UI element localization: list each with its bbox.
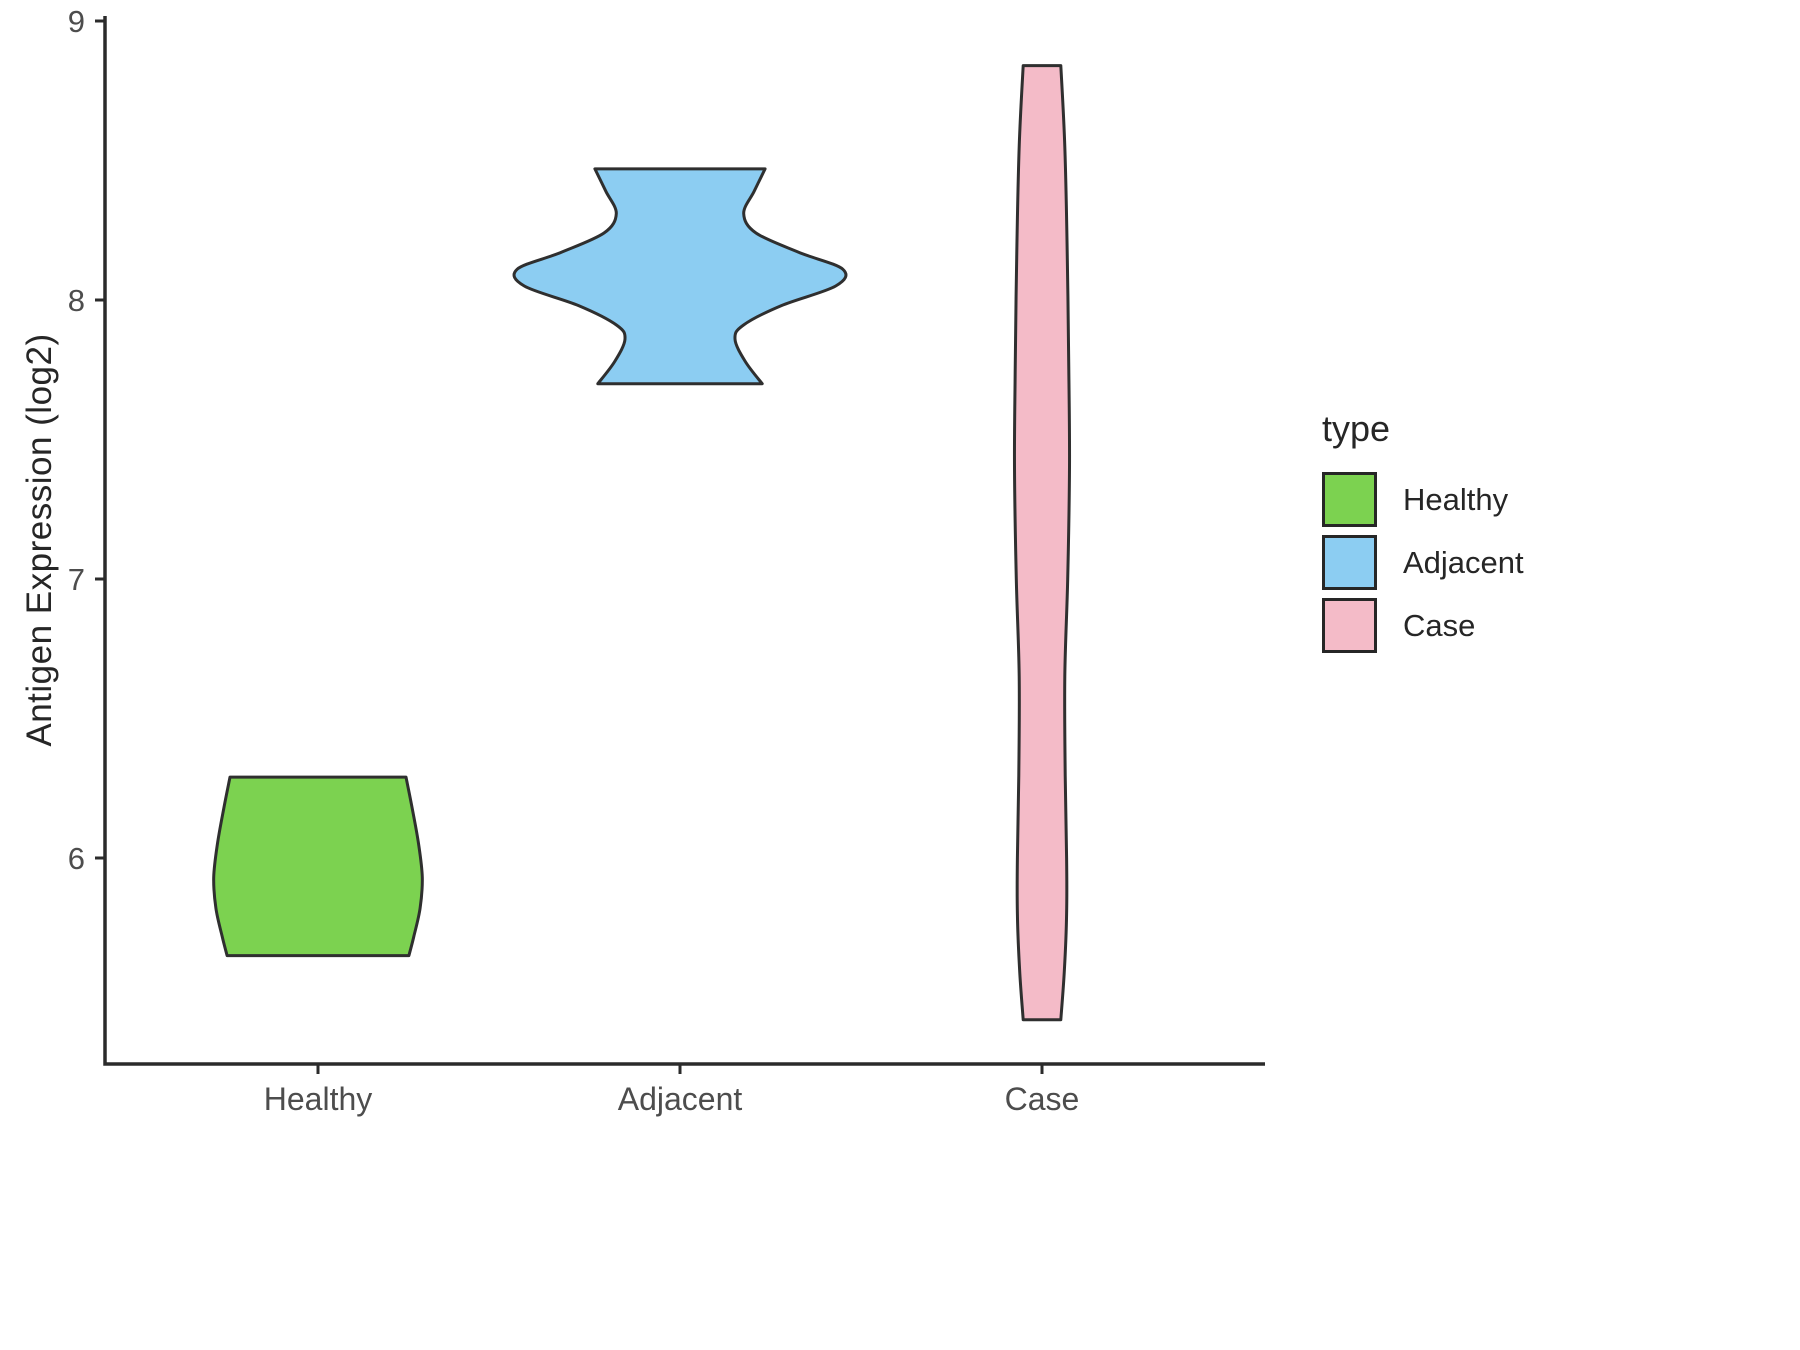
x-tick-label-case: Case bbox=[1005, 1081, 1080, 1117]
x-tick-label-healthy: Healthy bbox=[264, 1081, 373, 1117]
violin-adjacent bbox=[512, 167, 848, 386]
legend-item-adjacent: Adjacent bbox=[1322, 535, 1524, 590]
legend: type Healthy Adjacent Case bbox=[1322, 408, 1524, 661]
legend-item-healthy: Healthy bbox=[1322, 472, 1524, 527]
legend-label-adjacent: Adjacent bbox=[1403, 544, 1524, 580]
legend-swatch-case bbox=[1322, 598, 1377, 653]
y-tick-label-9: 9 bbox=[68, 4, 85, 39]
y-tick-label-8: 8 bbox=[68, 283, 85, 318]
violin-case bbox=[1012, 64, 1072, 1022]
legend-swatch-adjacent bbox=[1322, 535, 1377, 590]
legend-swatch-healthy bbox=[1322, 472, 1377, 527]
legend-item-case: Case bbox=[1322, 598, 1524, 653]
legend-label-case: Case bbox=[1403, 607, 1476, 643]
y-axis-title: Antigen Expression (log2) bbox=[20, 333, 59, 747]
x-tick-label-adjacent: Adjacent bbox=[618, 1081, 743, 1117]
violin-healthy bbox=[212, 775, 424, 958]
legend-label-healthy: Healthy bbox=[1403, 481, 1509, 517]
y-tick-label-6: 6 bbox=[68, 841, 85, 876]
y-tick-label-7: 7 bbox=[68, 562, 85, 597]
legend-title: type bbox=[1322, 408, 1391, 449]
axis-lines bbox=[103, 16, 1265, 1066]
